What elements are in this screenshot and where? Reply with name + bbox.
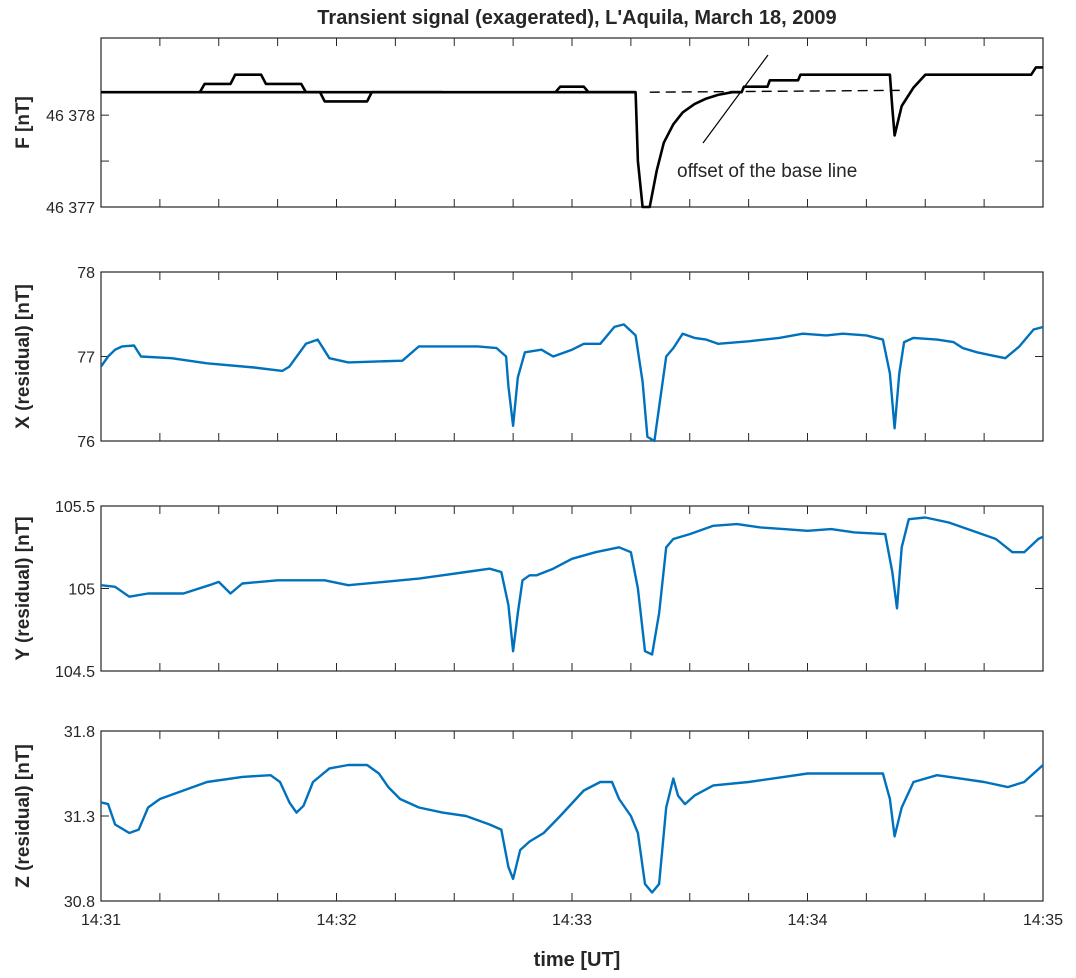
x-tick-label: 14:34 <box>787 912 827 929</box>
baseline-dashed-line <box>649 89 902 93</box>
axes-frame <box>100 730 1044 902</box>
y-tick-label: 30.8 <box>64 894 95 911</box>
series-line-0 <box>101 66 1043 209</box>
y-axis-label: Z (residual) [nT] <box>13 744 34 888</box>
series-line-1 <box>198 73 443 103</box>
x-tick-label: 14:33 <box>552 912 592 929</box>
annotation-baseline-offset: offset of the base line <box>677 161 857 182</box>
axes-frame <box>100 505 1044 672</box>
series-line-2 <box>554 85 636 94</box>
y-tick-label: 105.5 <box>55 499 95 516</box>
y-tick-label: 76 <box>77 434 95 451</box>
panel-1: 76 77 78 X (residual) [nT] <box>13 265 1044 451</box>
x-tick-label: 14:35 <box>1023 912 1063 929</box>
y-tick-label: 31.3 <box>64 809 95 826</box>
y-tick-label: 46 377 <box>46 200 95 217</box>
panel-2: 104.5 105 105.5 Y (residual) [nT] <box>13 499 1044 681</box>
y-tick-label: 77 <box>77 350 95 367</box>
axes-frame <box>100 37 1044 208</box>
x-tick-label: 14:32 <box>316 912 356 929</box>
panels: 46 377 46 378 F [nT] 76 77 78 X (residual) [nT… <box>13 37 1063 929</box>
y-tick-label: 104.5 <box>55 664 95 681</box>
y-tick-label: 105 <box>68 582 95 599</box>
panel-3: 14:31 14:32 14:33 14:34 14:35 30.8 31.3 31.8 Z (… <box>13 724 1063 929</box>
x-tick-label: 14:31 <box>81 912 121 929</box>
y-tick-label: 78 <box>77 265 95 282</box>
figure-title: Transient signal (exagerated), L'Aquila,… <box>317 7 836 29</box>
series-line-0 <box>101 323 1043 443</box>
series-line-0 <box>101 763 1043 894</box>
y-tick-label: 46 378 <box>46 108 95 125</box>
series-line-0 <box>101 516 1043 656</box>
y-axis-label: X (residual) [nT] <box>13 284 34 429</box>
annotation-pointer <box>702 54 769 144</box>
panel-0: 46 377 46 378 F [nT] <box>13 37 1044 217</box>
y-axis-label: F [nT] <box>13 96 34 149</box>
x-axis-label: time [UT] <box>534 949 621 971</box>
y-axis-label: Y (residual) [nT] <box>13 516 34 660</box>
y-tick-label: 31.8 <box>64 724 95 741</box>
